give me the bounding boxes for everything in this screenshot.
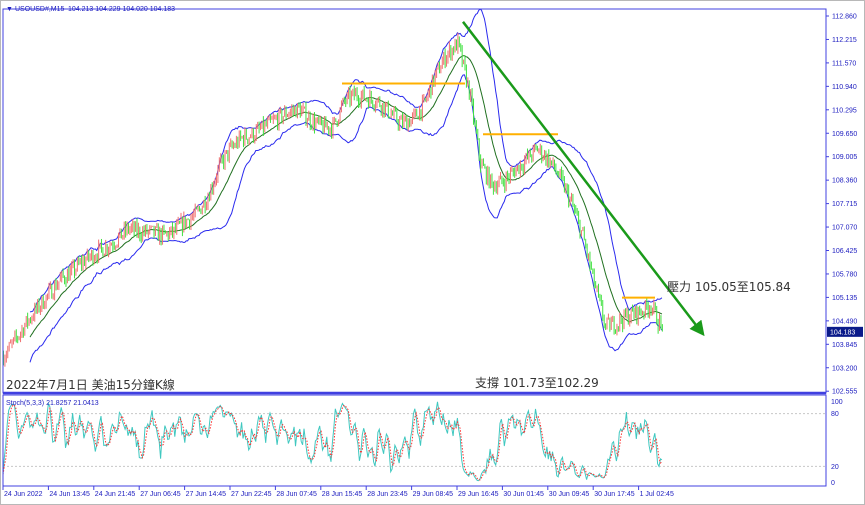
x-tick-label: 30 Jun 17:45 — [594, 491, 635, 498]
y-tick-label: 106.425 — [832, 248, 857, 255]
x-tick-label: 30 Jun 09:45 — [549, 491, 590, 498]
moving-average — [29, 55, 663, 338]
y-tick-label: 109.650 — [832, 131, 857, 138]
x-tick-label: 29 Jun 08:45 — [413, 491, 454, 498]
x-tick-label: 24 Jun 13:45 — [49, 491, 90, 498]
lower-band — [29, 74, 663, 363]
y-tick-label: 111.570 — [832, 60, 856, 67]
y-tick-label: 107.070 — [832, 225, 857, 232]
x-tick-label: 28 Jun 23:45 — [367, 491, 408, 498]
y-tick-label: 110.295 — [832, 107, 857, 114]
y-tick-label: 104.490 — [832, 318, 857, 325]
y-tick-label: 105.780 — [832, 271, 857, 278]
x-tick-label: 27 Jun 06:45 — [140, 491, 181, 498]
x-tick-label: 29 Jun 16:45 — [458, 491, 499, 498]
x-tick-label: 28 Jun 07:45 — [276, 491, 317, 498]
y-tick-label: 105.135 — [832, 295, 857, 302]
upper-band — [29, 8, 663, 313]
stoch-label: Stoch(5,3,3) 21.8257 21.0413 — [6, 400, 99, 407]
stoch-main-line — [2, 401, 663, 482]
stoch-tick-label: 0 — [831, 480, 835, 487]
bollinger-bands — [29, 8, 663, 363]
ohlc-readout: 104.213 104.229 104.020 104.183 — [68, 6, 175, 13]
y-tick-label: 112.860 — [832, 14, 857, 21]
stoch-tick-label: 80 — [831, 411, 839, 418]
trendline-arrow — [462, 21, 705, 337]
y-tick-label: 110.940 — [832, 84, 857, 91]
x-tick-label: 1 Jul 02:45 — [640, 491, 674, 498]
candles — [3, 32, 663, 367]
current-price-label: 104.183 — [830, 329, 855, 336]
y-tick-label: 109.005 — [832, 154, 857, 161]
x-tick-label: 24 Jun 2022 — [4, 491, 43, 498]
y-tick-label: 112.215 — [832, 37, 857, 44]
header-triangle-icon[interactable]: ▼ — [6, 6, 13, 13]
chart-title: 2022年7月1日 美油15分鐘K線 — [6, 377, 175, 392]
x-tick-label: 27 Jun 14:45 — [186, 491, 227, 498]
x-tick-label: 30 Jun 01:45 — [503, 491, 544, 498]
current-price-box — [827, 326, 863, 337]
stoch-tick-label: 100 — [831, 399, 843, 406]
stoch-signal-line — [2, 404, 663, 481]
y-tick-label: 102.555 — [832, 389, 857, 396]
support-annotation: 支撐 101.73至102.29 — [475, 376, 599, 390]
resistance-annotation: 壓力 105.05至105.84 — [667, 280, 791, 294]
stoch-panel-border — [2, 394, 827, 487]
stoch-tick-label: 20 — [831, 464, 839, 471]
main-panel-border — [2, 8, 827, 394]
y-tick-label: 103.200 — [832, 365, 857, 372]
stochastic-panel — [2, 401, 826, 482]
y-tick-label: 107.715 — [832, 201, 857, 208]
y-tick-label: 108.360 — [832, 178, 857, 185]
symbol-label: USOUSD#,M15 — [15, 6, 65, 13]
y-tick-label: 103.845 — [832, 342, 857, 349]
x-tick-label: 27 Jun 22:45 — [231, 491, 272, 498]
x-tick-label: 24 Jun 21:45 — [95, 491, 136, 498]
x-tick-label: 28 Jun 15:45 — [322, 491, 363, 498]
